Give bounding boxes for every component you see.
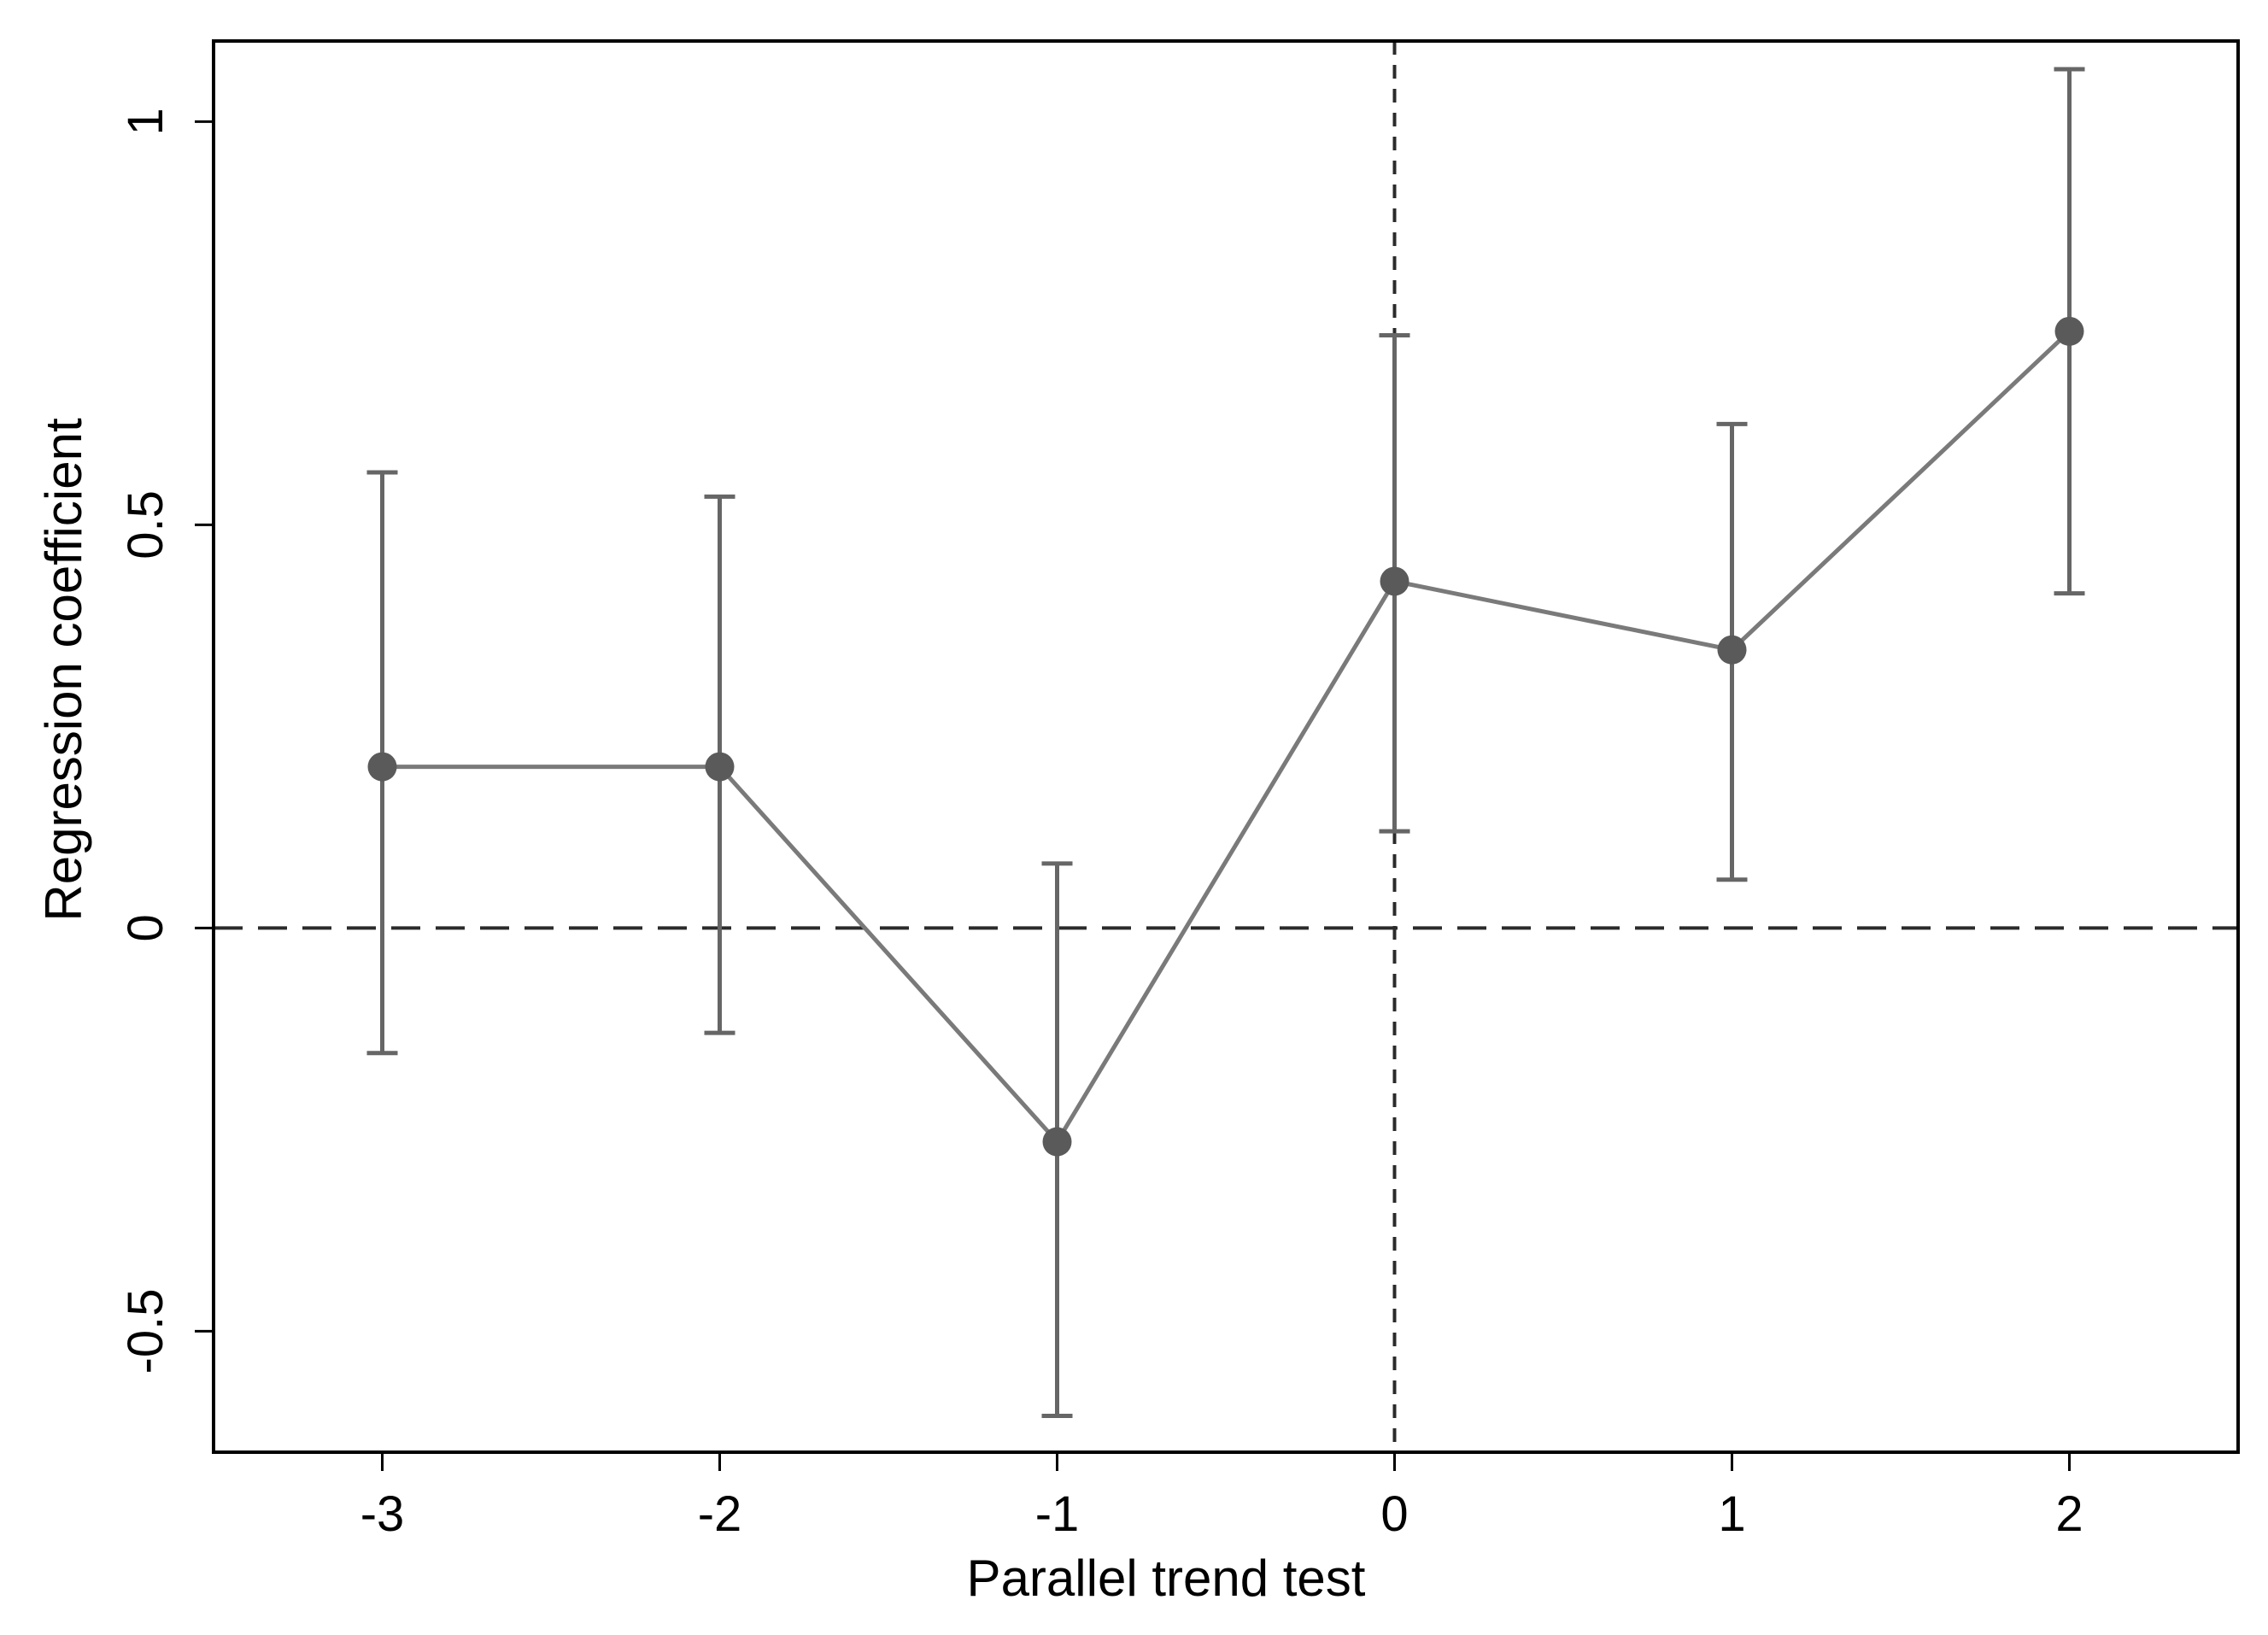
coefficient-line [382,330,2072,1146]
y-tick-label: 0.5 [118,490,173,560]
plot-area [214,41,2238,1452]
data-point [1717,635,1747,665]
x-tick-label: 2 [2055,1486,2083,1542]
data-point [1042,1127,1072,1157]
y-tick-label: -0.5 [118,1288,173,1374]
axes: -3 -2 -1 0 1 2 -0.5 0 0.5 1 [118,39,2240,1542]
y-axis-title: Regression coefficient [35,418,92,922]
x-axis-title: Parallel trend test [967,1550,1366,1607]
data-point [2054,316,2084,346]
x-tick-label: -2 [698,1486,742,1542]
y-tick-label: 0 [118,914,173,941]
x-tick-label: -3 [360,1486,405,1542]
data-point [1380,566,1409,596]
data-point [367,752,397,782]
x-tick-label: 0 [1380,1486,1408,1542]
y-tick-label: 1 [118,108,173,135]
plot-frame [212,39,2240,1454]
x-tick-label: 1 [1718,1486,1745,1542]
x-tick-label: -1 [1035,1486,1080,1542]
data-point [705,752,735,782]
